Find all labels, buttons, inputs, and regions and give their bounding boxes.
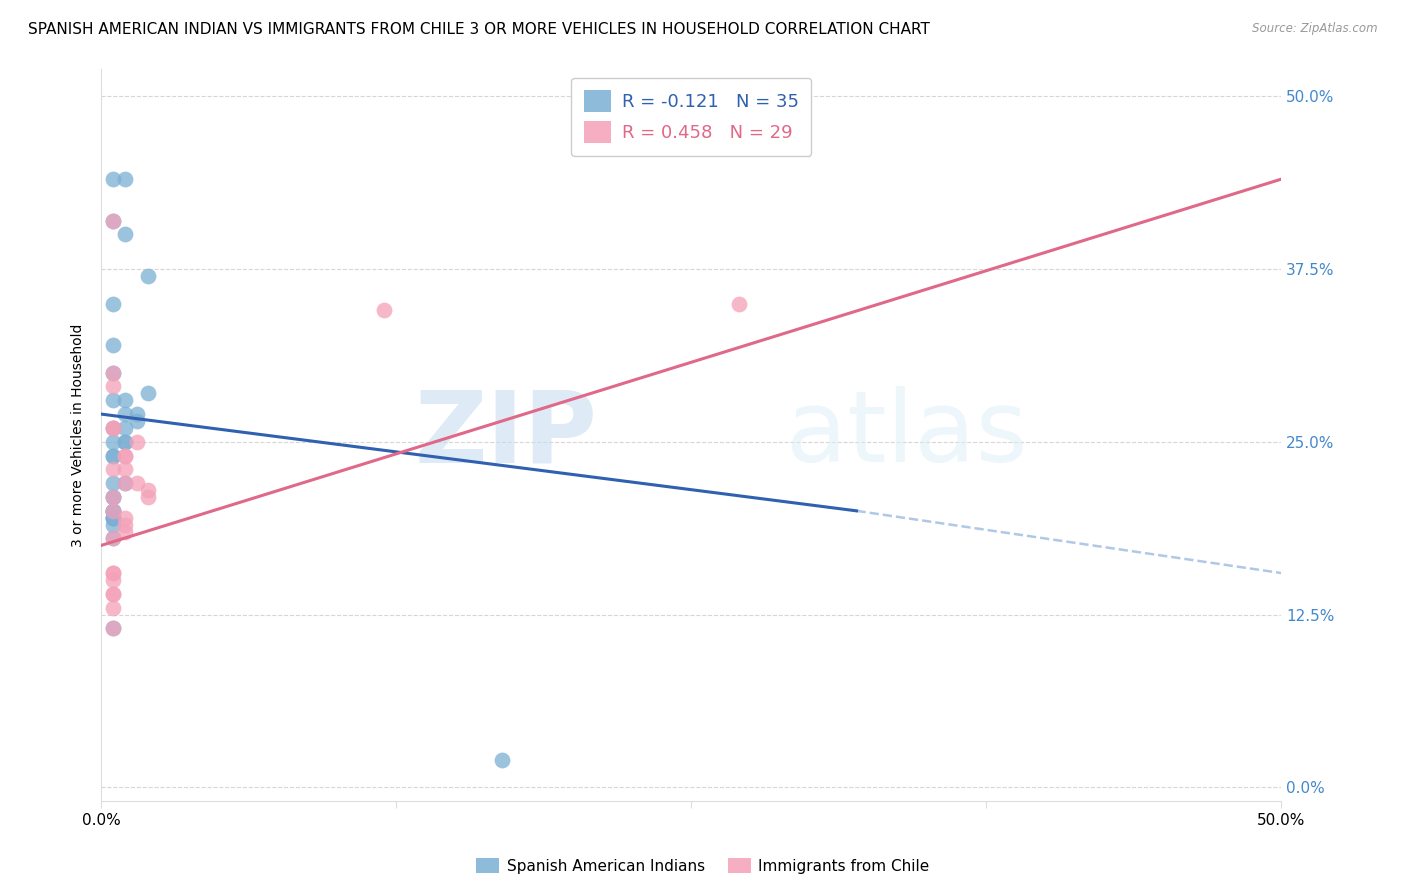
Point <box>101 504 124 518</box>
Point <box>491 753 513 767</box>
Text: ZIP: ZIP <box>413 386 598 483</box>
Point <box>114 476 136 491</box>
Point <box>114 449 136 463</box>
Point <box>101 213 124 227</box>
Point <box>125 434 148 449</box>
Point <box>101 587 124 601</box>
Point <box>114 172 136 186</box>
Point <box>101 504 124 518</box>
Point <box>101 621 124 635</box>
Point <box>114 393 136 408</box>
Point <box>727 296 749 310</box>
Point <box>138 386 160 401</box>
Point <box>101 587 124 601</box>
Point <box>114 476 136 491</box>
Point <box>114 434 136 449</box>
Text: SPANISH AMERICAN INDIAN VS IMMIGRANTS FROM CHILE 3 OR MORE VEHICLES IN HOUSEHOLD: SPANISH AMERICAN INDIAN VS IMMIGRANTS FR… <box>28 22 929 37</box>
Point <box>138 483 160 497</box>
Point <box>101 366 124 380</box>
Point <box>101 366 124 380</box>
Point <box>101 476 124 491</box>
Point <box>101 510 124 524</box>
Point <box>101 532 124 546</box>
Point <box>114 510 136 524</box>
Point <box>101 532 124 546</box>
Point <box>138 268 160 283</box>
Point <box>101 462 124 476</box>
Point <box>101 573 124 587</box>
Point <box>101 421 124 435</box>
Point <box>114 449 136 463</box>
Point <box>101 510 124 524</box>
Point <box>101 621 124 635</box>
Point <box>101 490 124 504</box>
Point <box>114 462 136 476</box>
Point <box>101 434 124 449</box>
Point <box>101 338 124 352</box>
Point <box>101 449 124 463</box>
Point <box>101 510 124 524</box>
Point <box>138 490 160 504</box>
Point <box>125 407 148 421</box>
Point <box>373 303 395 318</box>
Point <box>114 434 136 449</box>
Point <box>125 476 148 491</box>
Point <box>101 490 124 504</box>
Point <box>101 566 124 580</box>
Point <box>114 524 136 539</box>
Point <box>101 379 124 393</box>
Y-axis label: 3 or more Vehicles in Household: 3 or more Vehicles in Household <box>72 323 86 547</box>
Point <box>114 517 136 532</box>
Point <box>101 213 124 227</box>
Point <box>101 504 124 518</box>
Point <box>101 566 124 580</box>
Point <box>125 414 148 428</box>
Point <box>101 600 124 615</box>
Legend: Spanish American Indians, Immigrants from Chile: Spanish American Indians, Immigrants fro… <box>470 852 936 880</box>
Point <box>114 407 136 421</box>
Legend: R = -0.121   N = 35, R = 0.458   N = 29: R = -0.121 N = 35, R = 0.458 N = 29 <box>571 78 811 156</box>
Text: atlas: atlas <box>786 386 1028 483</box>
Point <box>101 421 124 435</box>
Point <box>101 421 124 435</box>
Point <box>101 393 124 408</box>
Point <box>101 517 124 532</box>
Point <box>114 421 136 435</box>
Point <box>101 296 124 310</box>
Point <box>101 449 124 463</box>
Text: Source: ZipAtlas.com: Source: ZipAtlas.com <box>1253 22 1378 36</box>
Point <box>101 172 124 186</box>
Point <box>101 490 124 504</box>
Point <box>114 227 136 242</box>
Point <box>101 504 124 518</box>
